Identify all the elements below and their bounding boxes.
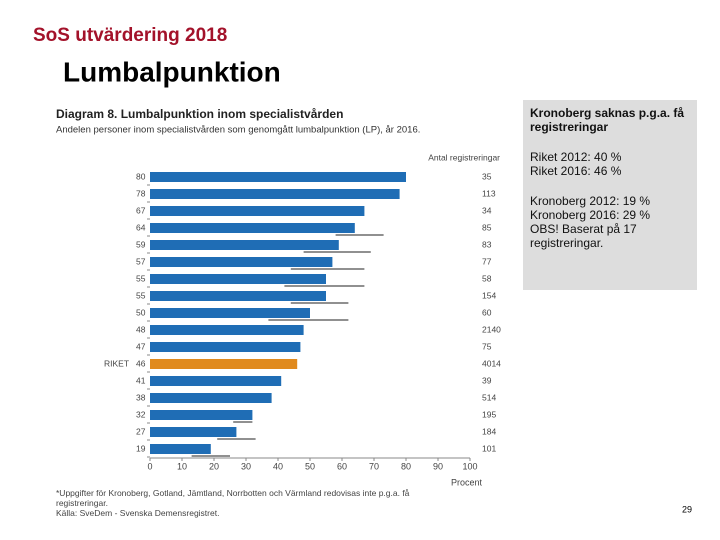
x-tick-label: 40 (273, 461, 283, 471)
count-label: 58 (482, 273, 492, 283)
note-line: Riket 2012: 40 % (530, 150, 622, 164)
value-label: 46 (136, 358, 146, 368)
x-tick-label: 90 (433, 461, 443, 471)
value-label: 48 (136, 324, 146, 334)
counts-header: Antal registreringar (428, 152, 500, 162)
bar (150, 274, 326, 284)
category-label: RIKET (104, 358, 129, 368)
x-tick-label: 70 (369, 461, 379, 471)
count-label: 60 (482, 307, 492, 317)
x-tick-label: 80 (401, 461, 411, 471)
x-tick-label: 30 (241, 461, 251, 471)
footnote: *Uppgifter för Kronoberg, Gotland, Jämtl… (56, 488, 410, 508)
value-label: 47 (136, 341, 146, 351)
bar (150, 342, 301, 352)
value-label: 80 (136, 171, 146, 181)
bar (150, 257, 333, 267)
bar (150, 240, 339, 250)
x-tick-label: 20 (209, 461, 219, 471)
bar (150, 308, 310, 318)
count-label: 39 (482, 375, 492, 385)
count-label: 154 (482, 290, 496, 300)
value-label: 59 (136, 239, 146, 249)
note-box: Kronoberg saknas p.g.a. få registreringa… (523, 100, 697, 290)
bar (150, 393, 272, 403)
x-tick-label: 0 (147, 461, 152, 471)
count-label: 83 (482, 239, 492, 249)
count-label: 75 (482, 341, 492, 351)
count-label: 101 (482, 443, 496, 453)
chart-subtitle: Andelen personer inom specialistvården s… (56, 125, 420, 136)
value-label: 50 (136, 307, 146, 317)
x-tick-label: 10 (177, 461, 187, 471)
count-label: 85 (482, 222, 492, 232)
footnote-box: *Uppgifter för Kronoberg, Gotland, Jämtl… (56, 488, 410, 518)
x-tick-label: 100 (462, 461, 477, 471)
value-label: 57 (136, 256, 146, 266)
value-label: 64 (136, 222, 146, 232)
bar (150, 325, 304, 335)
count-label: 34 (482, 205, 492, 215)
value-label: 19 (136, 443, 146, 453)
count-label: 35 (482, 171, 492, 181)
note-line: Kronoberg 2012: 19 % (530, 194, 651, 208)
note-line: OBS! Baserat på 17 registreringar. (530, 222, 637, 250)
x-tick-label: 60 (337, 461, 347, 471)
count-label: 195 (482, 409, 496, 419)
bar (150, 172, 406, 182)
count-label: 2140 (482, 324, 501, 334)
bar (150, 359, 298, 369)
x-axis-label: Procent (451, 477, 483, 487)
count-label: 184 (482, 426, 496, 436)
bar (150, 223, 355, 233)
bar (150, 410, 253, 420)
value-label: 38 (136, 392, 146, 402)
count-label: 514 (482, 392, 496, 402)
bar (150, 189, 400, 199)
note-line: Riket 2016: 46 % (530, 164, 622, 178)
slide-title: Lumbalpunktion (63, 56, 281, 87)
value-label: 32 (136, 409, 146, 419)
count-label: 113 (482, 188, 496, 198)
bar (150, 444, 211, 454)
value-label: 55 (136, 273, 146, 283)
count-label: 4014 (482, 358, 501, 368)
note-line: Kronoberg 2016: 29 % (530, 208, 651, 222)
chart-title: Diagram 8. Lumbalpunktion inom specialis… (56, 107, 343, 121)
bar (150, 291, 326, 301)
value-label: 78 (136, 188, 146, 198)
value-label: 41 (136, 375, 146, 385)
x-tick-label: 50 (305, 461, 315, 471)
bar (150, 427, 237, 437)
note-heading: Kronoberg saknas p.g.a. få registreringa… (530, 106, 685, 134)
brand: SoS utvärdering 2018 (33, 25, 227, 46)
count-label: 77 (482, 256, 492, 266)
bar (150, 376, 282, 386)
value-label: 55 (136, 290, 146, 300)
source: Källa: SveDem - Svenska Demensregistret. (56, 508, 220, 518)
page-number: 29 (682, 504, 692, 514)
bar (150, 206, 365, 216)
value-label: 27 (136, 426, 146, 436)
value-label: 67 (136, 205, 146, 215)
